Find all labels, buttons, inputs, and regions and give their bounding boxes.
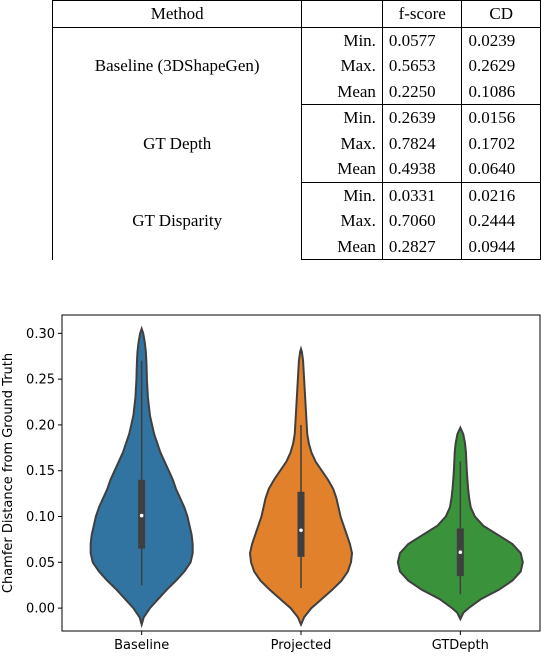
cd-cell: 0.0216 bbox=[461, 182, 541, 208]
violin-gtdepth bbox=[396, 425, 524, 622]
violin-projected bbox=[248, 345, 354, 628]
cd-cell: 0.2444 bbox=[461, 208, 541, 234]
y-tick-label: 0.25 bbox=[26, 373, 55, 388]
table-row: Mean 0.2250 0.1086 bbox=[53, 78, 541, 105]
table-header-row: Method f-score CD bbox=[51, 0, 541, 28]
stat-cell: Mean bbox=[301, 78, 383, 105]
fscore-cell: 0.4938 bbox=[381, 156, 463, 183]
table-row: Mean 0.2827 0.0944 bbox=[53, 233, 541, 260]
table-row: Max. 0.7060 0.2444 bbox=[53, 208, 541, 234]
x-axis-ticks: Baseline Projected GTDepth bbox=[114, 631, 489, 653]
violin-chart: 0.00 0.05 0.10 0.15 0.20 0.25 0.30 Baseline Pro… bbox=[1, 314, 541, 653]
header-cd: CD bbox=[461, 0, 541, 28]
y-tick-label: 0.10 bbox=[26, 510, 55, 525]
header-method: Method bbox=[51, 0, 303, 28]
table-row: Max. 0.7824 0.1702 bbox=[53, 130, 541, 156]
cd-cell: 0.2629 bbox=[461, 53, 541, 79]
table-group-gt-disparity: GT Disparity Min. 0.0331 0.0216 Max. 0.7… bbox=[51, 182, 541, 260]
table-row: Max. 0.5653 0.2629 bbox=[53, 53, 541, 79]
y-tick-label: 0.20 bbox=[26, 418, 55, 433]
y-axis-ticks: 0.00 0.05 0.10 0.15 0.20 0.25 0.30 bbox=[26, 327, 62, 617]
fscore-cell: 0.7060 bbox=[381, 208, 463, 234]
method-cell: GT Disparity bbox=[51, 182, 303, 260]
cd-cell: 0.1702 bbox=[461, 130, 541, 156]
stat-cell: Min. bbox=[301, 104, 383, 131]
cd-cell: 0.0239 bbox=[461, 27, 541, 53]
x-tick-label: Projected bbox=[271, 638, 332, 652]
violin-iqr-box bbox=[297, 491, 305, 557]
results-table: Method f-score CD Baseline (3DShapeGen) … bbox=[51, 0, 541, 260]
table-row: Mean 0.4938 0.0640 bbox=[53, 156, 541, 183]
y-tick-label: 0.30 bbox=[26, 327, 55, 342]
fscore-cell: 0.0577 bbox=[381, 27, 463, 53]
violin-baseline bbox=[89, 325, 194, 629]
x-tick-label: GTDepth bbox=[432, 638, 489, 652]
method-cell: GT Depth bbox=[51, 104, 303, 182]
results-table-container: Method f-score CD Baseline (3DShapeGen) … bbox=[51, 0, 542, 262]
fscore-cell: 0.5653 bbox=[381, 53, 463, 79]
cd-cell: 0.0944 bbox=[461, 233, 541, 260]
fscore-cell: 0.7824 bbox=[381, 130, 463, 156]
table-group-gt-depth: GT Depth Min. 0.2639 0.0156 Max. 0.7824 … bbox=[51, 104, 541, 183]
violin-median-point bbox=[458, 550, 463, 555]
stat-cell: Max. bbox=[301, 208, 383, 234]
y-tick-label: 0.05 bbox=[26, 556, 55, 571]
stat-cell: Mean bbox=[301, 233, 383, 260]
stat-cell: Min. bbox=[301, 182, 383, 208]
violins-layer bbox=[89, 325, 524, 629]
fscore-cell: 0.2250 bbox=[381, 78, 463, 105]
violin-median-point bbox=[299, 528, 303, 533]
method-cell: Baseline (3DShapeGen) bbox=[51, 27, 303, 105]
stat-cell: Max. bbox=[301, 53, 383, 79]
y-tick-label: 0.15 bbox=[26, 464, 55, 479]
stat-cell: Max. bbox=[301, 130, 383, 156]
y-axis-label: Chamfer Distance from Ground Truth bbox=[1, 353, 16, 593]
fscore-cell: 0.2639 bbox=[381, 104, 463, 131]
header-stat bbox=[301, 0, 383, 28]
fscore-cell: 0.0331 bbox=[381, 182, 463, 208]
fscore-cell: 0.2827 bbox=[381, 233, 463, 260]
y-tick-label: 0.00 bbox=[26, 602, 55, 617]
cd-cell: 0.0156 bbox=[461, 104, 541, 131]
stat-cell: Min. bbox=[301, 27, 383, 53]
violin-median-point bbox=[139, 513, 144, 518]
table-row: GT Depth Min. 0.2639 0.0156 bbox=[51, 104, 541, 182]
header-fscore: f-score bbox=[381, 0, 463, 28]
table-row: GT Disparity Min. 0.0331 0.0216 bbox=[51, 182, 541, 260]
cd-cell: 0.0640 bbox=[461, 156, 541, 183]
cd-cell: 0.1086 bbox=[461, 78, 541, 105]
x-tick-label: Baseline bbox=[114, 638, 169, 652]
table-group-baseline: Baseline (3DShapeGen) Min. 0.0577 0.0239… bbox=[51, 27, 541, 105]
stat-cell: Mean bbox=[301, 156, 383, 183]
violin-chart-container: 0.00 0.05 0.10 0.15 0.20 0.25 0.30 Baseline Pro… bbox=[0, 300, 544, 653]
table-row: Baseline (3DShapeGen) Min. 0.0577 0.0239 bbox=[51, 27, 541, 105]
